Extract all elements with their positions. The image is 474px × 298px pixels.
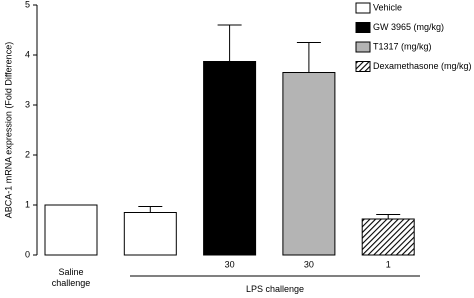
y-tick-label: 1 <box>25 199 30 209</box>
y-axis-label: ABCA-1 mRNA expression (Fold Difference) <box>3 42 13 218</box>
group-label: Saline challenge <box>51 267 91 288</box>
legend-label: GW 3965 (mg/kg) <box>373 22 444 32</box>
group-label: LPS challenge <box>245 284 305 294</box>
legend-swatch <box>355 22 371 33</box>
y-tick-label: 4 <box>25 49 30 59</box>
x-tick-label: 30 <box>304 259 314 269</box>
y-tick-label: 0 <box>25 249 30 259</box>
legend-swatch <box>355 61 371 72</box>
bar <box>44 204 98 256</box>
y-tick-label: 2 <box>25 149 30 159</box>
bar <box>123 212 177 256</box>
x-tick-label: 30 <box>225 259 235 269</box>
bar <box>282 72 336 256</box>
legend-swatch <box>355 41 371 53</box>
y-tick-label: 5 <box>25 0 30 9</box>
bar <box>203 61 257 256</box>
legend-label: T1317 (mg/kg) <box>373 41 432 51</box>
y-tick-label: 3 <box>25 99 30 109</box>
bar <box>361 218 415 256</box>
legend-swatch <box>355 2 371 14</box>
x-tick-label: 1 <box>386 259 391 269</box>
legend-label: Dexamethasone (mg/kg) <box>373 61 472 71</box>
legend-label: Vehicle <box>373 2 402 12</box>
